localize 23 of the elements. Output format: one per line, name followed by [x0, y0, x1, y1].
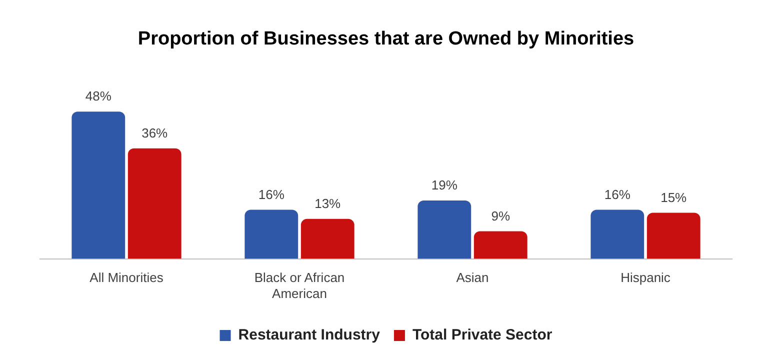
- x-tick-label: Hispanic: [620, 270, 671, 286]
- legend-label: Total Private Sector: [412, 326, 552, 344]
- x-tick-label: Asian: [456, 270, 489, 286]
- legend-label: Restaurant Industry: [238, 326, 381, 344]
- data-label: 48%: [85, 88, 112, 104]
- data-label: 19%: [431, 178, 458, 193]
- bar: [300, 218, 354, 259]
- bar: [128, 148, 182, 259]
- bar: [418, 200, 472, 259]
- data-label: 15%: [660, 190, 688, 205]
- x-tick-label: All Minorities: [90, 270, 164, 286]
- bar: [590, 210, 644, 259]
- data-label: 16%: [258, 186, 285, 202]
- bar: [474, 231, 528, 259]
- data-label: 9%: [491, 208, 510, 224]
- data-label: 36%: [142, 125, 168, 140]
- data-label: 16%: [604, 186, 631, 202]
- bar: [646, 212, 700, 259]
- chart-title: Proportion of Businesses that are Owned by Minorities: [138, 28, 634, 50]
- data-label: 13%: [314, 196, 342, 212]
- bar: [72, 112, 126, 259]
- x-tick-label: Black or African American: [254, 270, 345, 301]
- bar: [244, 210, 298, 259]
